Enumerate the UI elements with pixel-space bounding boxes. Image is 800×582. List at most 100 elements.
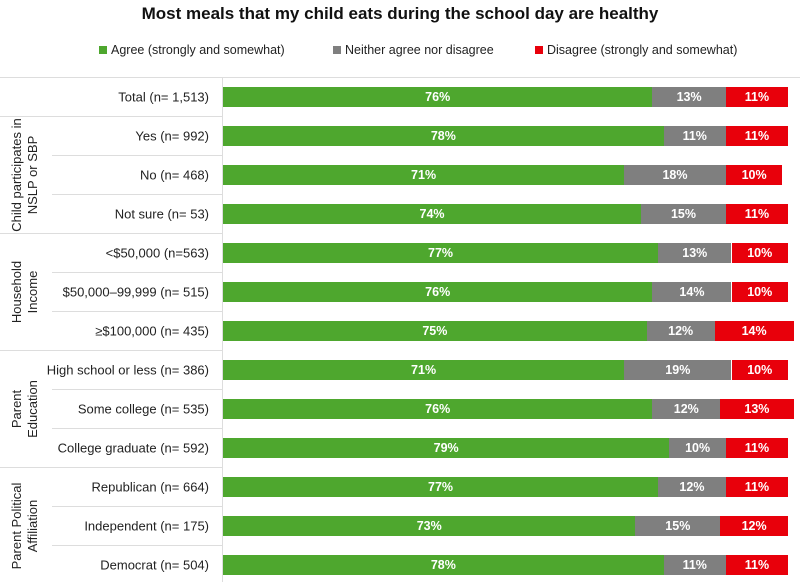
row-divider — [52, 389, 222, 390]
row-label: ≥$100,000 (n= 435) — [95, 323, 209, 338]
row-divider — [52, 272, 222, 273]
group-label-line: Parent Political — [9, 482, 24, 569]
row-label: Republican (n= 664) — [91, 479, 209, 494]
data-label: 15% — [665, 518, 691, 533]
bar-disagree: 11% — [725, 203, 788, 224]
data-label: 77% — [428, 245, 454, 260]
bar-neither: 15% — [641, 203, 726, 224]
group-divider — [0, 350, 222, 351]
group-label-line: Household — [9, 260, 24, 323]
legend-label: Agree (strongly and somewhat) — [111, 43, 285, 57]
group-divider — [0, 116, 222, 117]
bar-neither: 11% — [663, 125, 726, 146]
data-label: 76% — [425, 284, 451, 299]
bar-disagree: 14% — [714, 320, 794, 341]
data-label: 10% — [747, 284, 773, 299]
row-label: Independent (n= 175) — [84, 518, 209, 533]
group-label-line: Child participates in — [9, 117, 24, 232]
legend-item-agree: Agree (strongly and somewhat) — [99, 43, 285, 57]
data-label: 78% — [430, 128, 456, 143]
data-label: 10% — [741, 167, 767, 182]
legend-swatch-agree — [99, 46, 107, 54]
bar-agree: 76% — [223, 86, 653, 107]
bar-disagree: 11% — [725, 86, 788, 107]
data-label: 79% — [433, 440, 459, 455]
row-label: Not sure (n= 53) — [114, 206, 209, 221]
data-label: 12% — [673, 401, 699, 416]
bar-agree: 76% — [223, 281, 653, 302]
row-divider — [52, 428, 222, 429]
group-label: Parent Education — [9, 380, 41, 438]
row-label: Yes (n= 992) — [135, 128, 209, 143]
group-divider — [0, 467, 222, 468]
bar-disagree: 10% — [731, 242, 788, 263]
bar-agree: 71% — [223, 359, 625, 380]
data-label: 11% — [682, 557, 707, 572]
axis-divider — [222, 77, 223, 582]
bar-agree: 78% — [223, 554, 664, 575]
bar-neither: 13% — [658, 242, 732, 263]
bar-disagree: 11% — [725, 125, 788, 146]
bar-disagree: 12% — [720, 515, 788, 536]
bar-neither: 12% — [652, 398, 721, 419]
bar-agree: 71% — [223, 164, 625, 185]
data-label: 18% — [662, 167, 688, 182]
group-divider — [0, 233, 222, 234]
group-label-line: Affiliation — [25, 499, 40, 552]
row-label: Some college (n= 535) — [77, 401, 209, 416]
data-label: 11% — [744, 89, 770, 104]
bar-neither: 12% — [646, 320, 715, 341]
data-label: 71% — [411, 167, 437, 182]
group-label-line: Income — [25, 270, 40, 313]
bar-agree: 74% — [223, 203, 642, 224]
data-label: 11% — [682, 128, 707, 143]
row-divider — [52, 155, 222, 156]
data-label: 78% — [430, 557, 456, 572]
data-label: 11% — [744, 479, 770, 494]
bar-neither: 11% — [663, 554, 726, 575]
data-label: 12% — [741, 518, 767, 533]
group-label: Child participates in NSLP or SBP — [9, 118, 41, 231]
bar-neither: 18% — [624, 164, 726, 185]
bar-disagree: 13% — [720, 398, 794, 419]
data-label: 12% — [668, 323, 694, 338]
data-label: 14% — [741, 323, 767, 338]
bar-disagree: 11% — [725, 554, 788, 575]
bar-neither: 13% — [652, 86, 726, 107]
data-label: 10% — [747, 362, 773, 377]
row-label: Total (n= 1,513) — [118, 89, 209, 104]
bar-disagree: 11% — [725, 476, 788, 497]
legend-swatch-disagree — [535, 46, 543, 54]
legend-swatch-neither — [333, 46, 341, 54]
data-label: 12% — [679, 479, 705, 494]
row-divider — [52, 506, 222, 507]
legend-item-disagree: Disagree (strongly and somewhat) — [535, 43, 737, 57]
group-label-line: NSLP or SBP — [25, 135, 40, 214]
data-label: 74% — [419, 206, 445, 221]
bar-neither: 14% — [652, 281, 732, 302]
row-divider — [52, 545, 222, 546]
row-label: High school or less (n= 386) — [46, 362, 209, 377]
group-label-line: Education — [25, 379, 40, 438]
bar-disagree: 10% — [725, 164, 783, 185]
data-label: 19% — [665, 362, 691, 377]
chart-title: Most meals that my child eats during the… — [141, 4, 659, 23]
group-label: Household Income — [9, 260, 41, 322]
data-label: 73% — [416, 518, 442, 533]
data-label: 14% — [679, 284, 705, 299]
row-label: No (n= 468) — [139, 167, 209, 182]
data-label: 76% — [425, 401, 451, 416]
data-label: 13% — [744, 401, 770, 416]
row-divider — [52, 311, 222, 312]
bar-disagree: 10% — [731, 359, 788, 380]
group-label-line: Parent — [9, 389, 24, 428]
bar-agree: 78% — [223, 125, 664, 146]
bar-disagree: 11% — [725, 437, 788, 458]
divider — [0, 77, 800, 78]
data-label: 11% — [744, 440, 770, 455]
bar-agree: 76% — [223, 398, 653, 419]
bar-agree: 75% — [223, 320, 647, 341]
legend-label: Disagree (strongly and somewhat) — [547, 43, 738, 57]
bar-neither: 12% — [658, 476, 726, 497]
